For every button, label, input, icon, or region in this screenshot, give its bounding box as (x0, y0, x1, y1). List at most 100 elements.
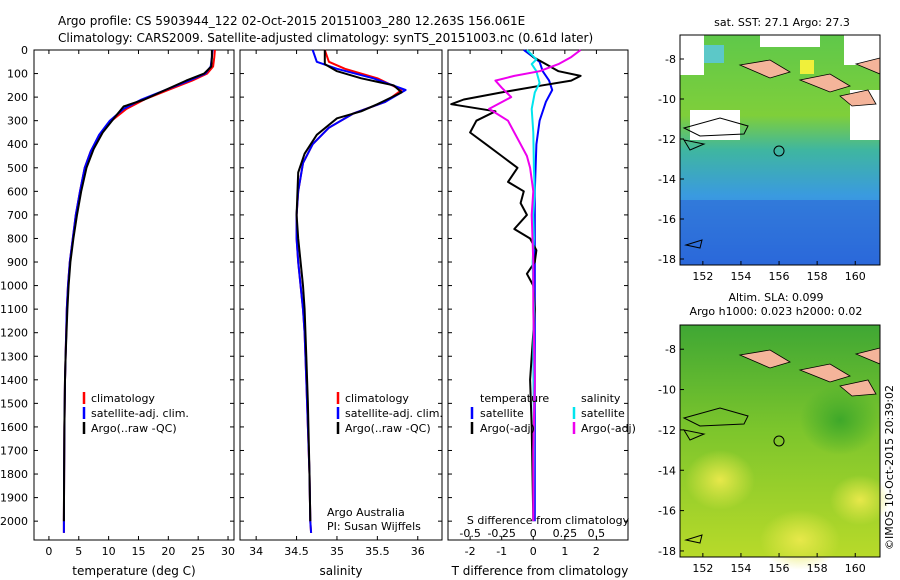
sst-patch (800, 60, 814, 74)
depth-tick-label: 300 (7, 115, 28, 128)
lon-tick-label: 156 (769, 562, 790, 575)
lon-tick-label: 160 (845, 562, 866, 575)
series-argo-raw-qc- (295, 50, 403, 522)
lat-tick-label: -8 (665, 53, 676, 66)
legend-t-argo-label: Argo(-adj) (480, 422, 535, 435)
x-tick-label: 10 (102, 545, 116, 558)
series-climatology (295, 49, 403, 533)
sla-high (760, 510, 840, 570)
depth-tick-label: 2000 (0, 515, 28, 528)
depth-tick-label: 1900 (0, 492, 28, 505)
legend-clim-label: climatology (91, 392, 155, 405)
lon-tick-label: 154 (730, 270, 751, 283)
lon-tick-label: 158 (807, 270, 828, 283)
header-line-1: Argo profile: CS 5903944_122 02-Oct-2015… (58, 14, 525, 28)
difference-x-axis: -2 -1 0 1 2 -0.5 -0.25 0 0.25 0.5 (459, 50, 605, 558)
x-tick-label: 34.5 (284, 545, 309, 558)
sst-argo-marker (773, 145, 785, 157)
depth-tick-label: 1000 (0, 280, 28, 293)
difference-panel: -2 -1 0 1 2 -0.5 -0.25 0 0.25 0.5 temperature sat… (447, 49, 636, 578)
salinity-axes (239, 49, 443, 541)
sst-cold-band (680, 200, 880, 265)
sst-coastline (682, 117, 749, 249)
lon-tick-label: 152 (692, 562, 713, 575)
x-tick-label: 35.5 (365, 545, 390, 558)
x-tick-label: -2 (465, 545, 476, 558)
lat-tick-label: -16 (658, 505, 676, 518)
depth-tick-label: 1300 (0, 350, 28, 363)
depth-tick-label: 1700 (0, 444, 28, 457)
salinity-legend: climatology satellite-adj. clim. Argo(..… (336, 392, 443, 435)
legend-argo-label: Argo(..raw -QC) (345, 422, 431, 435)
depth-tick-label: 1100 (0, 303, 28, 316)
lon-tick-label: 152 (692, 270, 713, 283)
series-climatology (62, 49, 216, 533)
x-tick-label: 5 (75, 545, 82, 558)
header-line-2: Climatology: CARS2009. Satellite-adjuste… (58, 31, 593, 45)
x-tick-label: 30 (221, 545, 235, 558)
temperature-series (62, 49, 216, 533)
depth-tick-label: 0 (21, 44, 28, 57)
sst-patch (704, 45, 724, 63)
sla-map: Altim. SLA: 0.099 Argo h1000: 0.023 h200… (658, 291, 890, 575)
lat-tick-label: -12 (658, 133, 676, 146)
x-tick-label: 0 (45, 545, 52, 558)
series-argo-raw-qc- (62, 50, 213, 522)
lon-tick-label: 154 (730, 562, 751, 575)
x-tick-label: 36 (411, 545, 425, 558)
s-tick-label: 0 (530, 527, 537, 540)
difference-axes (447, 49, 629, 541)
depth-tick-label: 500 (7, 162, 28, 175)
lon-tick-label: 160 (845, 270, 866, 283)
legend-s-argo-label: Argo(-adj) (581, 422, 636, 435)
depth-tick-label: 100 (7, 68, 28, 81)
sla-high (685, 450, 755, 510)
sla-map-axis: 152 154 156 158 160 -8 -10 -12 -14 -16 -18 (658, 343, 866, 575)
sla-argo-marker (773, 435, 785, 447)
legend-argo-label: Argo(..raw -QC) (91, 422, 177, 435)
temperature-legend: climatology satellite-adj. clim. Argo(..… (82, 392, 189, 435)
sst-map-title: sat. SST: 27.1 Argo: 27.3 (714, 16, 850, 29)
series-t-satellite (523, 49, 554, 522)
salinity-xlabel: salinity (319, 564, 362, 578)
sla-low (800, 385, 880, 455)
temperature-x-axis: 0 5 10 15 20 25 30 (45, 50, 235, 558)
salinity-panel: 34 34.5 35 35.5 36 climatology satellite-adj… (239, 49, 443, 578)
legend-clim-label: climatology (345, 392, 409, 405)
pi-label: PI: Susan Wijffels (327, 520, 421, 533)
depth-tick-label: 200 (7, 91, 28, 104)
sst-missing-patch (760, 35, 820, 47)
s-tick-label: -0.25 (487, 527, 515, 540)
series-t-argo-adj- (450, 49, 582, 522)
s-difference-label: S difference from climatology (467, 514, 630, 527)
legend-sat-label: satellite-adj. clim. (91, 407, 189, 420)
difference-legend: temperature satellite Argo(-adj) salinit… (470, 392, 636, 435)
sla-map-title-2: Argo h1000: 0.023 h2000: 0.02 (690, 305, 863, 318)
x-tick-label: 25 (191, 545, 205, 558)
x-tick-label: 1 (561, 545, 568, 558)
x-tick-label: 34 (249, 545, 263, 558)
sla-coastline (682, 407, 749, 544)
lat-tick-label: -14 (658, 173, 676, 186)
lat-tick-label: -18 (658, 253, 676, 266)
x-tick-label: 0 (530, 545, 537, 558)
x-tick-label: 35 (330, 545, 344, 558)
sst-map: sat. SST: 27.1 Argo: 27.3 152 154 156 158 16… (658, 16, 881, 283)
sla-islands (738, 347, 881, 397)
depth-tick-label: 1600 (0, 421, 28, 434)
legend-salinity-title: salinity (581, 392, 621, 405)
lat-tick-label: -16 (658, 213, 676, 226)
lat-tick-label: -10 (658, 93, 676, 106)
x-tick-label: -1 (496, 545, 507, 558)
lat-tick-label: -18 (658, 545, 676, 558)
sla-high (830, 475, 890, 525)
sla-map-title-1: Altim. SLA: 0.099 (728, 291, 823, 304)
lat-tick-label: -10 (658, 384, 676, 397)
s-tick-label: -0.5 (459, 527, 480, 540)
depth-tick-label: 400 (7, 138, 28, 151)
temperature-axes (33, 49, 235, 541)
temperature-panel: 0100200300400500600700800900100011001200… (0, 44, 628, 578)
legend-s-sat-label: satellite (581, 407, 625, 420)
s-tick-label: 0.25 (553, 527, 578, 540)
legend-sat-label: satellite-adj. clim. (345, 407, 443, 420)
